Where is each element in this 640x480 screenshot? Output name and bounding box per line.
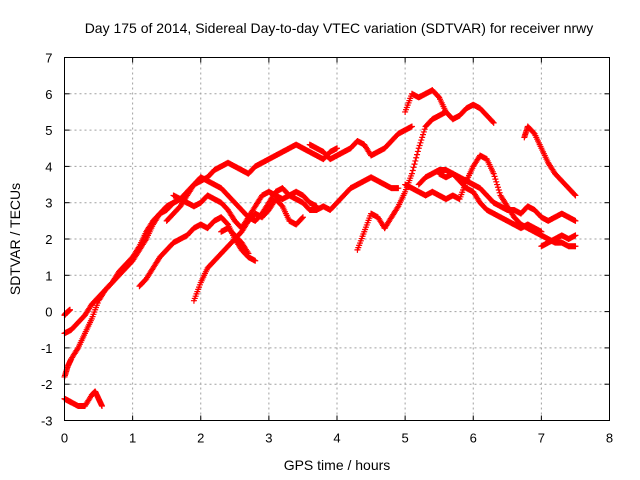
data-point-marker <box>495 186 502 193</box>
data-point-marker <box>419 134 426 141</box>
data-point-marker <box>492 176 499 183</box>
data-point-marker <box>252 257 259 264</box>
data-point-marker <box>414 151 421 158</box>
y-tick-label: 3 <box>45 196 52 211</box>
y-tick-label: 7 <box>45 51 52 66</box>
chart-title: Day 175 of 2014, Sidereal Day-to-day VTE… <box>85 20 594 36</box>
y-tick-label: 4 <box>45 159 52 174</box>
data-point-marker <box>299 215 306 222</box>
data-point-marker <box>66 306 73 313</box>
x-axis-label: GPS time / hours <box>284 457 391 473</box>
series-arc-17 <box>521 123 579 199</box>
data-point-marker <box>420 131 427 138</box>
data-point-marker <box>572 192 579 199</box>
data-point-marker <box>412 157 419 164</box>
tick-layer: 0 1 2 3 4 5 6 7 8 -3 -2 -1 0 1 2 3 4 5 6 7 <box>41 51 613 446</box>
data-point-marker <box>489 118 496 125</box>
plot-frame <box>64 57 610 421</box>
x-tick-label: 1 <box>129 431 136 446</box>
data-point-marker <box>414 148 421 155</box>
data-point-marker <box>496 189 503 196</box>
data-point-marker <box>420 128 427 135</box>
series-arc-11 <box>354 210 388 253</box>
data-point-marker <box>410 164 417 171</box>
y-axis-label: SDTVAR / TECUs <box>7 183 23 295</box>
x-tick-label: 6 <box>470 431 477 446</box>
series-arc-8 <box>190 196 306 304</box>
data-point-marker <box>299 214 306 221</box>
data-point-marker <box>490 170 497 177</box>
data-point-marker <box>491 173 498 180</box>
series-arc-18 <box>538 232 579 250</box>
data-point-marker <box>571 191 578 198</box>
series-arc-7 <box>170 188 320 232</box>
x-tick-label: 4 <box>333 431 340 446</box>
data-point-marker <box>415 145 422 152</box>
series-arc-9 <box>218 225 252 257</box>
y-tick-label: 1 <box>45 268 52 283</box>
y-tick-label: 2 <box>45 232 52 247</box>
data-point-marker <box>572 217 579 224</box>
x-tick-label: 3 <box>265 431 272 446</box>
data-point-marker <box>334 145 340 152</box>
x-tick-label: 2 <box>197 431 204 446</box>
y-tick-label: 5 <box>45 123 52 138</box>
data-point-marker <box>409 167 416 174</box>
data-point-marker <box>572 232 579 239</box>
data-point-marker <box>493 178 500 185</box>
data-point-marker <box>411 161 418 168</box>
data-point-marker <box>413 154 420 161</box>
series-arc-13 <box>402 87 497 126</box>
series-arc-10 <box>306 123 415 163</box>
y-tick-label: 0 <box>45 305 52 320</box>
data-point-marker <box>408 170 415 177</box>
data-point-marker <box>395 185 402 192</box>
data-point-marker <box>142 237 149 244</box>
data-point-marker <box>538 228 545 235</box>
series-arc-15 <box>402 152 579 250</box>
data-point-marker <box>408 123 415 130</box>
x-tick-label: 7 <box>538 431 545 446</box>
y-tick-label: -3 <box>41 414 53 429</box>
data-point-marker <box>421 126 428 133</box>
series-arc-1 <box>61 388 105 409</box>
series-arc-2 <box>61 306 73 319</box>
y-tick-label: -2 <box>41 377 53 392</box>
data-point-marker <box>417 139 424 146</box>
y-tick-label: 6 <box>45 87 52 102</box>
data-point-marker <box>494 181 501 188</box>
points-layer <box>61 87 579 409</box>
data-point-marker <box>98 402 105 409</box>
data-point-marker <box>394 204 401 211</box>
grid-layer <box>64 57 610 421</box>
data-point-marker <box>494 184 501 191</box>
x-tick-label: 5 <box>402 431 409 446</box>
data-point-marker <box>244 249 251 256</box>
data-point-marker <box>418 137 425 144</box>
data-point-marker <box>416 142 423 149</box>
data-point-marker <box>74 346 81 353</box>
data-point-marker <box>245 250 252 257</box>
series-arc-16 <box>436 170 545 235</box>
data-point-marker <box>313 203 320 210</box>
data-point-marker <box>572 243 579 250</box>
data-point-marker <box>490 119 497 126</box>
y-tick-label: -1 <box>41 341 53 356</box>
x-tick-label: 8 <box>606 431 613 446</box>
x-tick-label: 0 <box>61 431 68 446</box>
